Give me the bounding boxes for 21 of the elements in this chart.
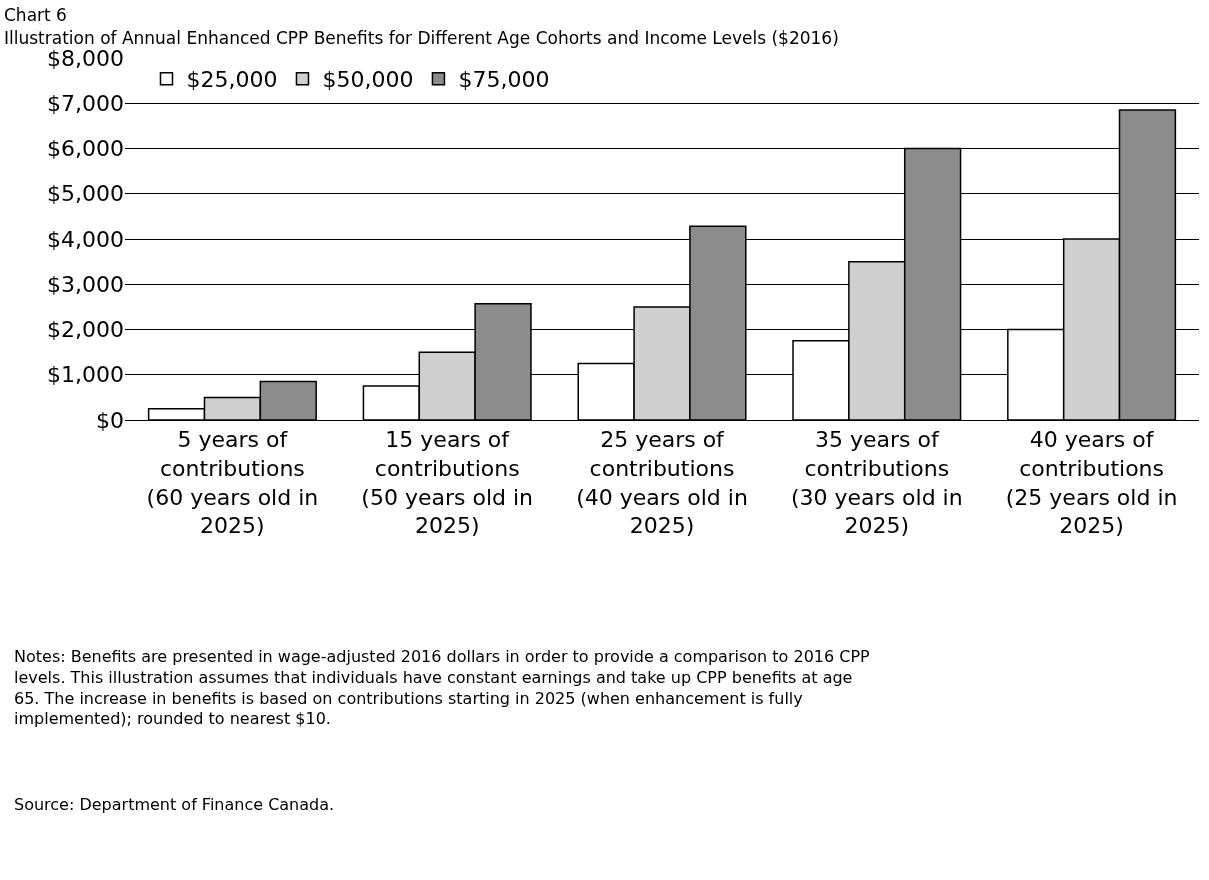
legend-label: $75,000: [458, 67, 550, 93]
x-tick-label: 15 years of contributions (50 years old in 2025): [361, 427, 534, 539]
source-note: Source: Department of Finance Canada.: [14, 795, 335, 814]
legend-label: $50,000: [322, 67, 414, 93]
text: Notes: Benefits are presented in wage-adjusted 2016 dollars in order to provide a comparison to 2016 CPP levels. This illustration assumes that individuals have constant earnings and take up CPP benefits at age 65. The increase in benefits is based on contributions starting in 2025 (when enhancement is fully implemented); rounded to nearest $10.: [14, 647, 871, 729]
y-tick-label: $7,000: [47, 90, 124, 116]
y-tick-label: $1,000: [47, 362, 124, 388]
x-tick-label: 40 years of contributions (25 years old in 2025): [1005, 427, 1178, 539]
x-tick-label: 25 years of contributions (40 years old in 2025): [576, 427, 748, 539]
x-tick-label: 35 years of contributions (30 years old in 2025): [790, 427, 963, 539]
legend-label: $25,000: [186, 67, 278, 93]
y-tick-label: $2,000: [47, 317, 124, 343]
y-tick-label: $8,000: [47, 45, 124, 71]
y-tick-label: $0: [96, 407, 124, 433]
y-tick-label: $4,000: [47, 226, 124, 252]
y-tick-label: $6,000: [47, 136, 124, 162]
x-tick-label: 5 years of contributions (60 years old in 2025): [146, 427, 319, 539]
y-tick-label: $5,000: [47, 181, 124, 207]
y-tick-label: $3,000: [47, 271, 124, 297]
chart-title: Chart 6: [4, 5, 67, 25]
chart-subtitle: Illustration of Annual Enhanced CPP Benefits for Different Age Cohorts and Income Levels ($2016): [4, 28, 839, 48]
